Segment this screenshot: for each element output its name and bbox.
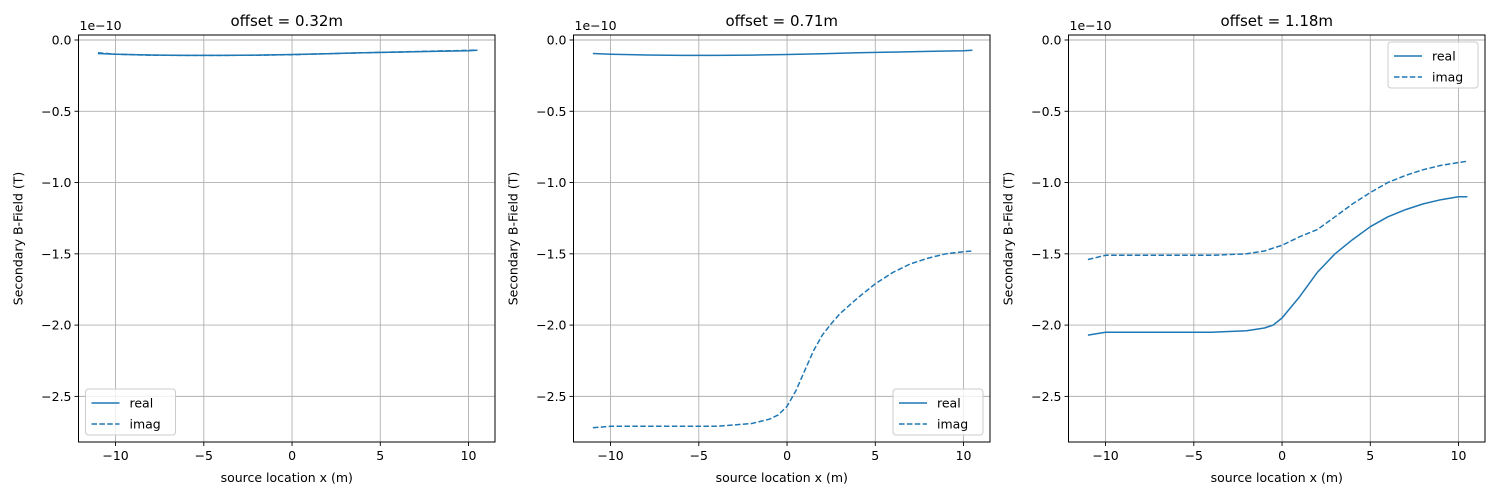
x-tick-label: −10 xyxy=(597,448,623,463)
y-tick-label: −1.5 xyxy=(1031,246,1061,261)
plot-area xyxy=(1068,35,1485,442)
subplot-offset-1-18: −10 −5 0 5 10 source location x (m) 0.0 −0.5 −1.… xyxy=(1001,12,1486,485)
legend-label-imag: imag xyxy=(130,417,161,432)
y-axis: 0.0 −0.5 −1.0 −1.5 −2.0 −2.5 Secondary B-Field… xyxy=(506,18,617,404)
y-axis: 0.0 −0.5 −1.0 −1.5 −2.0 −2.5 Secondary B-Field… xyxy=(11,18,122,404)
subplot-offset-0-32: −10 −5 0 5 10 source location x (m) 0.0 −0.5 −1.… xyxy=(11,12,496,485)
subplot-title: offset = 1.18m xyxy=(1220,12,1333,30)
legend-label-real: real xyxy=(1432,49,1456,64)
series-line-real xyxy=(592,49,973,57)
plot-area xyxy=(78,35,495,442)
series-group xyxy=(1087,160,1468,336)
x-axis: −10 −5 0 5 10 source location x (m) xyxy=(1092,442,1467,485)
y-tick-label: −1.5 xyxy=(536,246,566,261)
legend-label-real: real xyxy=(130,396,154,411)
x-tick-label: 10 xyxy=(461,448,477,463)
y-tick-label: 0.0 xyxy=(52,32,72,47)
y-axis-label: Secondary B-Field (T) xyxy=(1001,172,1016,305)
x-tick-label: 0 xyxy=(288,448,296,463)
axes-frame xyxy=(78,34,496,443)
plot-area xyxy=(573,35,990,442)
x-tick-label: −5 xyxy=(195,448,213,463)
series-line-imag xyxy=(1087,160,1468,261)
x-tick-label: 5 xyxy=(871,448,879,463)
x-tick-label: 0 xyxy=(783,448,791,463)
y-tick-label: −2.5 xyxy=(536,389,566,404)
y-tick-label: −1.0 xyxy=(1031,175,1061,190)
grid xyxy=(1068,35,1485,442)
x-tick-label: 0 xyxy=(1278,448,1286,463)
y-offset-text: 1e−10 xyxy=(575,18,617,33)
x-tick-label: 5 xyxy=(376,448,384,463)
y-axis: 0.0 −0.5 −1.0 −1.5 −2.0 −2.5 Secondary B-Field… xyxy=(1001,18,1112,404)
y-tick-label: −1.0 xyxy=(536,175,566,190)
y-tick-label: −0.5 xyxy=(1031,104,1061,119)
legend-label-imag: imag xyxy=(937,417,968,432)
x-tick-label: −5 xyxy=(690,448,708,463)
y-tick-label: −1.5 xyxy=(41,246,71,261)
legend-label-imag: imag xyxy=(1432,70,1463,85)
x-axis-label: source location x (m) xyxy=(1211,470,1343,485)
y-tick-label: −2.0 xyxy=(536,318,566,333)
subplot-offset-0-71: −10 −5 0 5 10 source location x (m) 0.0 −0.5 −1.… xyxy=(506,12,991,485)
series-line-imag xyxy=(97,49,478,57)
y-tick-label: 0.0 xyxy=(547,32,567,47)
series-group xyxy=(97,49,478,57)
x-tick-label: 5 xyxy=(1366,448,1374,463)
x-tick-label: −5 xyxy=(1185,448,1203,463)
y-tick-label: −1.0 xyxy=(41,175,71,190)
y-tick-label: −2.5 xyxy=(41,389,71,404)
legend-label-real: real xyxy=(937,396,961,411)
y-axis-label: Secondary B-Field (T) xyxy=(11,172,26,305)
series-group xyxy=(592,49,973,429)
x-axis-label: source location x (m) xyxy=(221,470,353,485)
y-tick-label: −0.5 xyxy=(41,104,71,119)
x-axis: −10 −5 0 5 10 source location x (m) xyxy=(597,442,972,485)
legend: real imag xyxy=(85,388,176,436)
x-tick-label: −10 xyxy=(102,448,128,463)
y-tick-label: −2.0 xyxy=(41,318,71,333)
series-line-real xyxy=(1087,196,1468,336)
y-tick-label: −2.0 xyxy=(1031,318,1061,333)
x-tick-label: −10 xyxy=(1092,448,1118,463)
x-tick-label: 10 xyxy=(956,448,972,463)
legend: real imag xyxy=(1387,41,1479,89)
y-axis-label: Secondary B-Field (T) xyxy=(506,172,521,305)
y-tick-label: 0.0 xyxy=(1042,32,1062,47)
series-line-imag xyxy=(592,250,973,429)
y-offset-text: 1e−10 xyxy=(80,18,122,33)
subplot-title: offset = 0.32m xyxy=(230,12,343,30)
x-axis: −10 −5 0 5 10 source location x (m) xyxy=(102,442,477,485)
y-tick-label: −2.5 xyxy=(1031,389,1061,404)
subplot-title: offset = 0.71m xyxy=(725,12,838,30)
x-axis-label: source location x (m) xyxy=(716,470,848,485)
x-tick-label: 10 xyxy=(1451,448,1467,463)
axes-frame xyxy=(1068,34,1486,443)
y-offset-text: 1e−10 xyxy=(1070,18,1112,33)
axes-frame xyxy=(573,34,991,443)
legend: real imag xyxy=(892,388,984,436)
y-tick-label: −0.5 xyxy=(536,104,566,119)
